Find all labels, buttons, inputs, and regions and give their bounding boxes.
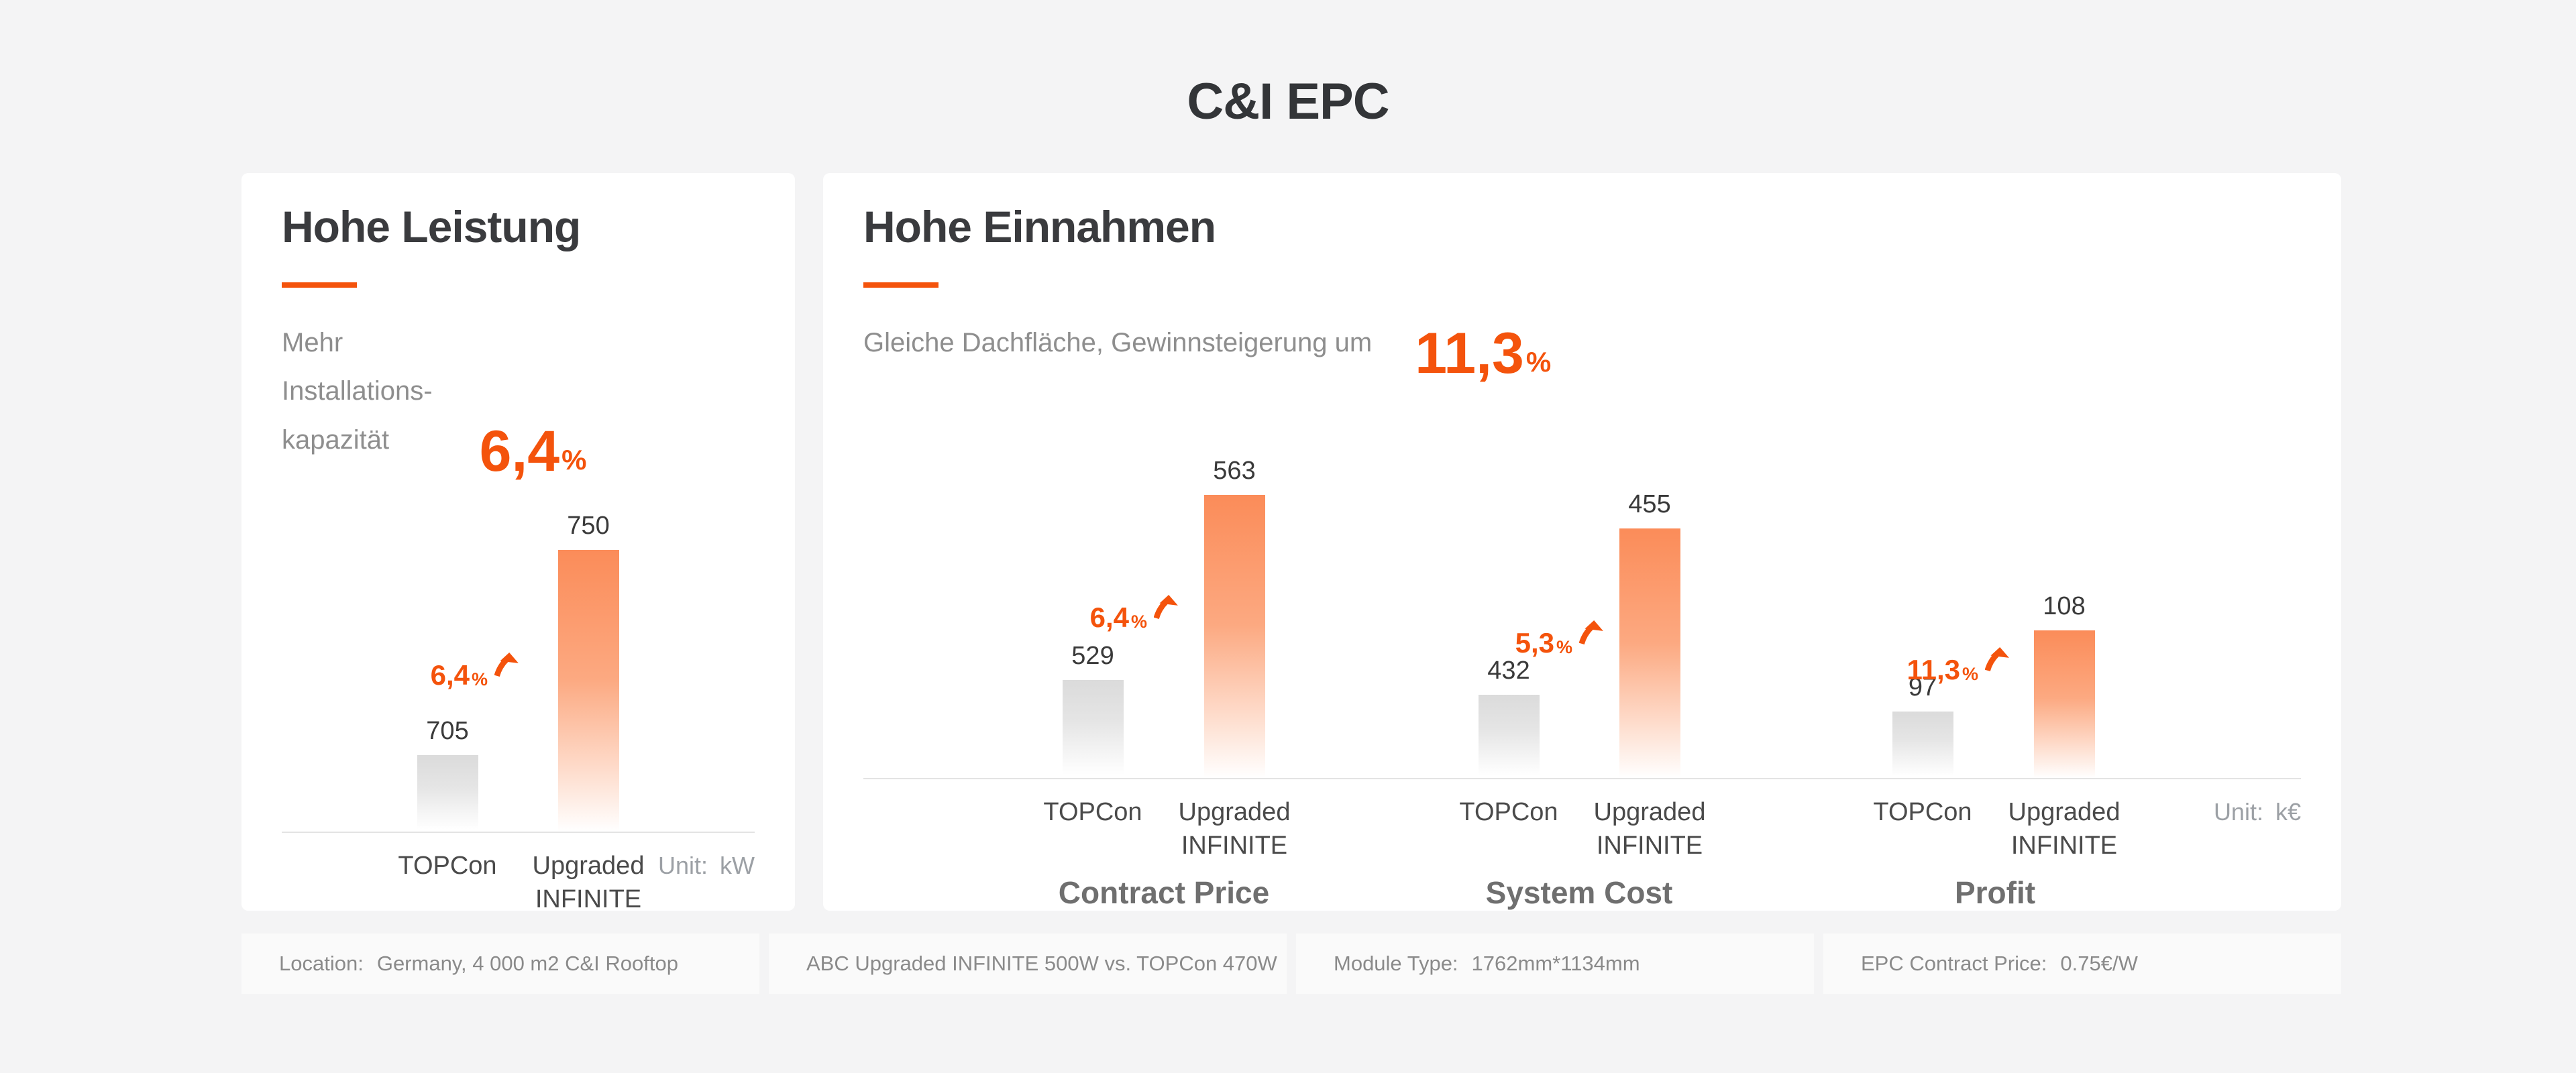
bar-topcon-profit <box>1892 712 1953 778</box>
left-card-subtitle: Mehr Installations- kapazität <box>282 327 433 455</box>
right-axis-labels: TOPCon Upgraded INFINITE TOPCon Upgraded… <box>863 795 2301 929</box>
bar-value-upgraded: 750 <box>567 512 610 540</box>
bar-topcon-contract-price <box>1063 680 1124 778</box>
bar-value: 529 <box>1071 642 1114 670</box>
delta-value: 11,3 <box>1907 654 1960 685</box>
xlabel-upgraded: Upgraded INFINITE <box>1178 798 1291 860</box>
group-title-system-cost: System Cost <box>1485 875 1673 910</box>
delta-value: 5,3 <box>1515 627 1554 659</box>
card-hohe-leistung: Hohe Leistung Mehr Installations- kapazi… <box>241 173 795 913</box>
bar-value: 455 <box>1628 490 1671 518</box>
right-card-subtitle: Gleiche Dachfläche, Gewinnsteigerung um <box>863 327 1373 357</box>
card-hohe-einnahmen: Hohe Einnahmen Gleiche Dachfläche, Gewin… <box>823 173 2341 911</box>
xlabel-upgraded: Upgraded INFINITE <box>2008 798 2121 860</box>
highlight-unit: % <box>1525 346 1552 378</box>
bar-upgraded-profit <box>2034 630 2095 778</box>
left-highlight-percentage: 6,4 % <box>479 418 587 484</box>
group-title-profit: Profit <box>1954 875 2036 910</box>
unit-label-keur: Unit: k€ <box>2214 798 2301 826</box>
up-arrow-icon <box>1154 595 1178 620</box>
delta-value: 6,4 <box>430 659 470 691</box>
footer-label: Module Type: <box>1334 952 1458 975</box>
footer-value: 0.75€/W <box>2060 952 2138 975</box>
unit-value: k€ <box>2275 798 2301 826</box>
highlight-value: 11,3 <box>1415 321 1524 386</box>
footer-cell-location: Location: Germany, 4 000 m2 C&I Rooftop <box>241 934 759 994</box>
xlabel-topcon: TOPCon <box>1459 798 1558 826</box>
bar-topcon-system-cost <box>1479 695 1540 778</box>
xlabel-topcon: TOPCon <box>1043 798 1142 826</box>
unit-value: kW <box>720 852 755 879</box>
delta-badge: 6,4 % <box>431 652 520 689</box>
unit-label-kw: Unit: kW <box>658 852 755 880</box>
bar-upgraded-infinite <box>558 550 619 832</box>
accent-rule <box>282 282 357 288</box>
delta-unit: % <box>471 669 488 689</box>
right-chart-plot: 529 563 6,4 % 432 455 5,3 % 97 108 <box>863 456 2301 779</box>
xlabel-topcon: TOPCon <box>398 852 497 880</box>
footer-cell-comparison: ABC Upgraded INFINITE 500W vs. TOPCon 47… <box>769 934 1287 994</box>
right-card-title: Hohe Einnahmen <box>863 202 1216 251</box>
bar-value: 108 <box>2043 592 2086 620</box>
accent-rule <box>863 282 938 288</box>
bar-upgraded-contract-price <box>1204 495 1265 778</box>
page-title: C&I EPC <box>1187 73 1389 130</box>
delta-value: 6,4 <box>1089 602 1129 633</box>
left-card-title: Hohe Leistung <box>282 202 581 251</box>
footer-info-strip: Location: Germany, 4 000 m2 C&I Rooftop … <box>241 934 2341 994</box>
bar-upgraded-system-cost <box>1619 528 1680 778</box>
unit-caption: Unit: <box>2213 798 2263 826</box>
left-axis-labels: TOPCon Upgraded INFINITE Unit: kW <box>282 849 755 983</box>
left-chart-plot: 705 750 6,4 % <box>282 496 755 833</box>
up-arrow-icon <box>1985 647 2009 672</box>
delta-badge-system-cost: 5,3 % <box>1515 620 1605 657</box>
bar-value: 563 <box>1213 457 1256 485</box>
bar-value-topcon: 705 <box>426 717 469 745</box>
footer-cell-epc-price: EPC Contract Price: 0.75€/W <box>1823 934 2341 994</box>
delta-badge-contract-price: 6,4 % <box>1090 594 1179 632</box>
delta-unit: % <box>1556 637 1572 657</box>
unit-caption: Unit: <box>657 852 708 879</box>
highlight-value: 6,4 <box>479 418 560 484</box>
footer-cell-module-type: Module Type: 1762mm*1134mm <box>1296 934 1814 994</box>
footer-label: EPC Contract Price: <box>1861 952 2047 975</box>
delta-unit: % <box>1130 612 1147 632</box>
footer-value: ABC Upgraded INFINITE 500W vs. TOPCon 47… <box>806 952 1277 975</box>
footer-label: Location: <box>279 952 364 975</box>
footer-value: 1762mm*1134mm <box>1471 952 1640 975</box>
bar-topcon <box>417 755 478 832</box>
delta-badge-profit: 11,3 % <box>1907 646 2010 684</box>
up-arrow-icon <box>494 653 519 677</box>
group-titles: Contract Price System Cost Profit <box>863 874 2301 921</box>
footer-value: Germany, 4 000 m2 C&I Rooftop <box>376 952 678 975</box>
xlabel-topcon: TOPCon <box>1873 798 1972 826</box>
group-title-contract-price: Contract Price <box>1058 875 1270 910</box>
bar-value: 432 <box>1487 657 1530 685</box>
delta-unit: % <box>1962 664 1978 684</box>
bar-value: 97 <box>1908 673 1937 701</box>
right-highlight-percentage: 11,3 % <box>1415 321 1552 386</box>
xlabel-upgraded: Upgraded INFINITE <box>532 852 645 914</box>
highlight-unit: % <box>561 443 587 475</box>
xlabel-upgraded: Upgraded INFINITE <box>1593 798 1706 860</box>
up-arrow-icon <box>1579 620 1603 645</box>
